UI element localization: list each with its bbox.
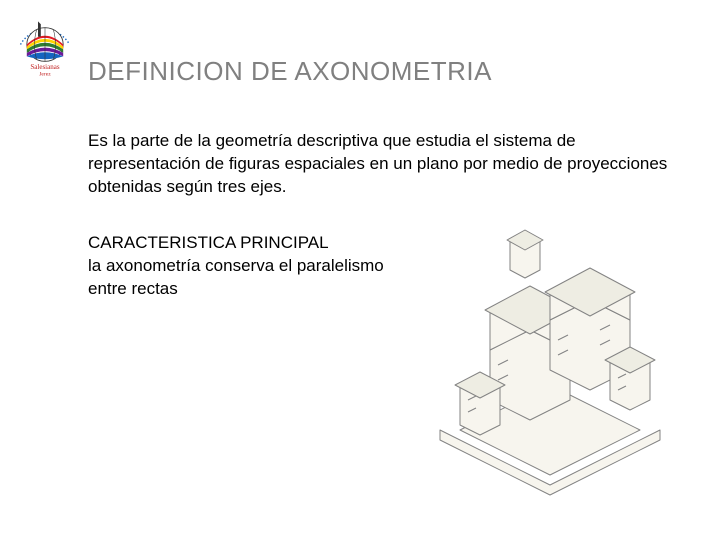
slide: Salesianas Jerez DEFINICION DE AXONOMETR… <box>0 0 720 540</box>
svg-text:Jerez: Jerez <box>39 71 51 76</box>
characteristic-block: CARACTERISTICA PRINCIPAL la axonometría … <box>88 232 408 301</box>
school-logo: Salesianas Jerez <box>10 6 80 76</box>
characteristic-line-1: la axonometría conserva el paralelismo <box>88 255 408 278</box>
characteristic-line-2: entre rectas <box>88 278 408 301</box>
svg-text:Salesianas: Salesianas <box>30 63 59 71</box>
characteristic-heading: CARACTERISTICA PRINCIPAL <box>88 232 408 255</box>
slide-title: DEFINICION DE AXONOMETRIA <box>88 56 492 87</box>
definition-paragraph: Es la parte de la geometría descriptiva … <box>88 130 668 199</box>
axonometric-drawing <box>400 200 700 500</box>
